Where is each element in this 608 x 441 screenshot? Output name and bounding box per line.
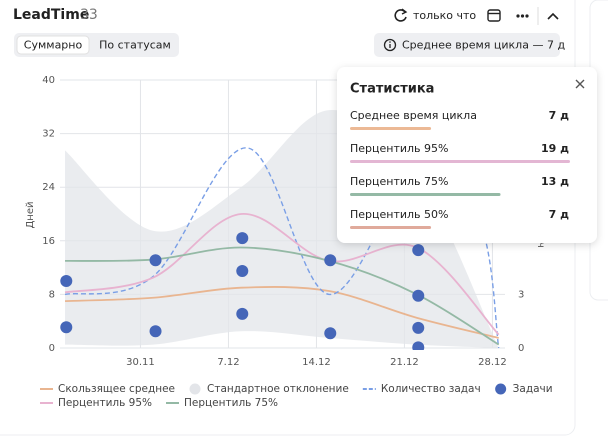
y-tick-label: 24 [42, 182, 55, 193]
stats-popup: Статистика Среднее время цикла 7 д Перцент… [337, 67, 597, 243]
legend-label: Задачи [513, 383, 553, 395]
refresh-button[interactable]: только что [394, 8, 476, 22]
stat-value: 7 д [549, 208, 569, 221]
legend-item[interactable]: Задачи [495, 383, 553, 395]
task-dot [412, 341, 425, 350]
legend-item[interactable]: Количество задач [362, 383, 481, 395]
count: 33 [80, 7, 98, 23]
y-axis-label: Дней [25, 201, 36, 228]
legend-label: Количество задач [381, 383, 481, 395]
y2-tick-label: 0 [518, 343, 524, 354]
more-button[interactable] [516, 14, 529, 18]
refresh-arrow [401, 8, 408, 15]
info-icon [383, 38, 397, 52]
line [64, 286, 499, 339]
calendar-icon [487, 9, 501, 22]
popup-title: Статистика [350, 82, 434, 97]
task-dot [149, 254, 162, 267]
legend-label: Перцентиль 95% [58, 397, 152, 409]
popup-box [337, 67, 597, 243]
stat-bar [350, 193, 501, 196]
x-tick-label: 28.12 [478, 357, 507, 368]
task-dot [412, 321, 425, 334]
tab[interactable]: Суммарно [24, 39, 83, 52]
stat-value: 19 д [541, 142, 569, 155]
stat-label: Перцентиль 95% [350, 142, 448, 155]
close-button[interactable] [575, 79, 585, 89]
legend-item[interactable]: Перцентиль 95% [40, 397, 152, 409]
stat-label: Перцентиль 75% [350, 175, 448, 188]
legend-swatch [495, 383, 507, 395]
task-dot [324, 254, 337, 267]
stat-value: 7 д [549, 109, 569, 122]
y-tick-label: 0 [49, 343, 55, 354]
y-tick-label: 16 [42, 236, 55, 247]
collapse-button[interactable] [547, 12, 559, 20]
line [65, 246, 500, 346]
task-dot [60, 321, 73, 334]
line [64, 213, 500, 336]
cycle-button-label: Среднее время цикла — 7 д [402, 39, 565, 52]
dot [520, 14, 525, 18]
tab-active[interactable] [16, 35, 90, 55]
legend-label: Перцентиль 75% [184, 397, 278, 409]
info-icon-dot [389, 41, 391, 43]
cycle-button[interactable] [374, 33, 560, 57]
y2-tick-label: 3 [518, 289, 524, 300]
y-tick-label: 32 [42, 129, 55, 140]
task-dot [236, 307, 249, 320]
y-tick-label: 40 [42, 75, 55, 86]
task-dot [324, 327, 337, 340]
tab[interactable]: По статусам [99, 39, 171, 52]
legend-label: Скользящее среднее [58, 383, 175, 395]
legend-item[interactable]: Стандартное отклонение [189, 383, 349, 395]
dot [525, 14, 529, 18]
legend-label: Стандартное отклонение [207, 383, 349, 395]
legend: Скользящее среднее Стандартное отклонение… [40, 383, 553, 409]
x-tick-label: 21.12 [390, 357, 419, 368]
stat-bar [350, 160, 570, 163]
stat-bar [350, 226, 432, 229]
task-dot [236, 264, 249, 277]
stat-bar [350, 127, 432, 130]
task-dot [236, 232, 249, 245]
refresh-label: только что [413, 9, 476, 22]
legend-swatch [189, 383, 201, 395]
y-tick-label: 8 [49, 289, 55, 300]
stat-value: 13 д [541, 175, 569, 188]
stat-label: Перцентиль 50% [350, 208, 448, 221]
x-tick-label: 7.12 [217, 357, 239, 368]
task-dot [412, 244, 425, 257]
task-dot [149, 325, 162, 338]
refresh-icon [394, 9, 407, 22]
stat-label: Среднее время цикла [350, 109, 477, 122]
x-tick-label: 30.11 [126, 357, 155, 368]
task-dot [412, 289, 425, 302]
legend-item[interactable]: Скользящее среднее [40, 383, 175, 395]
task-dot [60, 275, 73, 287]
dot [516, 14, 520, 18]
calendar-button[interactable] [487, 9, 501, 22]
x-tick-label: 14.12 [302, 357, 331, 368]
legend-item[interactable]: Перцентиль 75% [166, 397, 278, 409]
title: LeadTime [13, 7, 89, 23]
